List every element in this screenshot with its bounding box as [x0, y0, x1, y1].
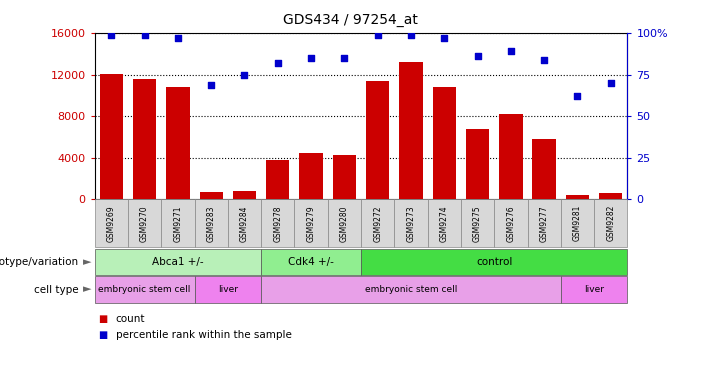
Text: Cdk4 +/-: Cdk4 +/-	[288, 257, 334, 267]
Bar	[100, 74, 123, 199]
Text: GSM9274: GSM9274	[440, 205, 449, 242]
Bar	[466, 129, 489, 199]
Point	[538, 57, 550, 63]
Bar	[400, 62, 423, 199]
Text: GSM9282: GSM9282	[606, 205, 615, 242]
Text: ■: ■	[98, 314, 107, 324]
Point	[172, 35, 184, 41]
Point	[372, 32, 383, 38]
Point	[339, 55, 350, 61]
Bar	[233, 191, 256, 199]
Bar	[266, 160, 290, 199]
Bar	[200, 192, 223, 199]
Text: GSM9281: GSM9281	[573, 205, 582, 242]
Text: embryonic stem cell: embryonic stem cell	[98, 285, 191, 294]
Bar	[499, 114, 522, 199]
Bar	[133, 79, 156, 199]
Text: GSM9275: GSM9275	[473, 205, 482, 242]
Point	[505, 48, 517, 54]
Text: GSM9284: GSM9284	[240, 205, 249, 242]
Text: embryonic stem cell: embryonic stem cell	[365, 285, 457, 294]
Bar	[166, 87, 189, 199]
Text: liver: liver	[218, 285, 238, 294]
Text: ►: ►	[83, 257, 91, 267]
Bar	[433, 87, 456, 199]
Bar	[533, 139, 556, 199]
Point	[472, 53, 483, 59]
Text: control: control	[476, 257, 512, 267]
Point	[405, 32, 416, 38]
Text: GSM9279: GSM9279	[306, 205, 315, 242]
Bar	[333, 155, 356, 199]
Text: GSM9273: GSM9273	[407, 205, 416, 242]
Text: count: count	[116, 314, 145, 324]
Text: GSM9283: GSM9283	[207, 205, 216, 242]
Text: cell type: cell type	[34, 284, 79, 295]
Bar	[299, 153, 322, 199]
Text: ►: ►	[83, 284, 91, 295]
Point	[205, 82, 217, 87]
Text: GSM9272: GSM9272	[373, 205, 382, 242]
Bar	[599, 193, 622, 199]
Point	[439, 35, 450, 41]
Bar	[566, 195, 589, 199]
Text: GSM9277: GSM9277	[540, 205, 549, 242]
Point	[605, 80, 616, 86]
Text: GSM9278: GSM9278	[273, 205, 283, 242]
Text: ■: ■	[98, 330, 107, 340]
Point	[572, 93, 583, 99]
Point	[239, 72, 250, 78]
Text: GSM9271: GSM9271	[173, 205, 182, 242]
Point	[139, 32, 150, 38]
Text: GDS434 / 97254_at: GDS434 / 97254_at	[283, 13, 418, 27]
Text: genotype/variation: genotype/variation	[0, 257, 79, 267]
Bar	[366, 81, 389, 199]
Point	[306, 55, 317, 61]
Text: GSM9269: GSM9269	[107, 205, 116, 242]
Point	[106, 32, 117, 38]
Text: GSM9270: GSM9270	[140, 205, 149, 242]
Text: GSM9276: GSM9276	[506, 205, 515, 242]
Text: Abca1 +/-: Abca1 +/-	[152, 257, 204, 267]
Point	[272, 60, 283, 66]
Text: liver: liver	[584, 285, 604, 294]
Text: GSM9280: GSM9280	[340, 205, 349, 242]
Text: percentile rank within the sample: percentile rank within the sample	[116, 330, 292, 340]
